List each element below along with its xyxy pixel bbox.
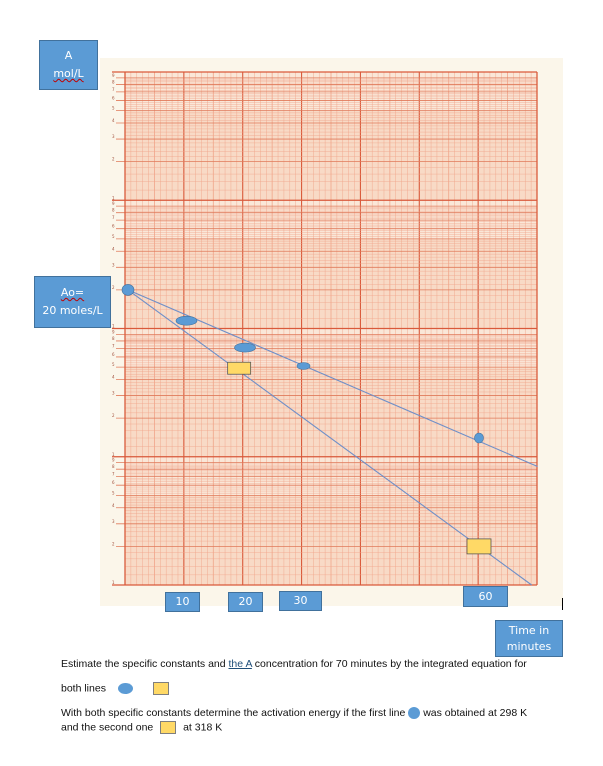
y-axis-label: A mol/L <box>39 40 98 90</box>
svg-text:6: 6 <box>112 352 115 357</box>
x-tick-20: 20 <box>228 592 263 612</box>
svg-text:1: 1 <box>112 324 115 329</box>
svg-text:5: 5 <box>112 234 115 239</box>
x-tick-10: 10 <box>165 592 200 612</box>
x-axis-label: Time in minutes <box>495 620 563 657</box>
yellow-square-icon <box>160 721 177 734</box>
svg-text:2: 2 <box>112 285 115 290</box>
svg-text:7: 7 <box>112 343 115 348</box>
svg-text:4: 4 <box>112 375 115 380</box>
x-tick-60: 60 <box>463 586 508 607</box>
question-1-line-1: Estimate the specific constants and the … <box>61 658 527 670</box>
svg-text:5: 5 <box>112 106 115 111</box>
svg-text:2: 2 <box>112 541 115 546</box>
svg-text:2: 2 <box>112 157 115 162</box>
svg-text:4: 4 <box>112 118 115 123</box>
svg-text:1: 1 <box>112 580 115 585</box>
svg-text:9: 9 <box>112 201 115 206</box>
svg-text:3: 3 <box>112 519 115 524</box>
svg-text:2: 2 <box>112 413 115 418</box>
x-tick-30: 30 <box>279 591 322 611</box>
svg-text:7: 7 <box>112 87 115 92</box>
svg-text:3: 3 <box>112 262 115 267</box>
svg-text:7: 7 <box>112 215 115 220</box>
question-1-line-2: both lines <box>61 682 169 695</box>
svg-text:7: 7 <box>112 472 115 477</box>
svg-text:3: 3 <box>112 391 115 396</box>
svg-text:9: 9 <box>112 329 115 334</box>
svg-text:8: 8 <box>112 79 115 84</box>
svg-text:8: 8 <box>112 464 115 469</box>
yellow-square-icon <box>152 682 169 695</box>
question-2-line-2: and the second one at 318 K <box>61 721 223 734</box>
blue-ellipse-icon <box>117 683 133 694</box>
svg-text:6: 6 <box>112 480 115 485</box>
svg-text:4: 4 <box>112 246 115 251</box>
svg-text:5: 5 <box>112 490 115 495</box>
svg-text:9: 9 <box>112 458 115 463</box>
svg-text:6: 6 <box>112 224 115 229</box>
svg-text:3: 3 <box>112 134 115 139</box>
svg-text:1: 1 <box>112 452 115 457</box>
svg-text:1: 1 <box>112 195 115 200</box>
svg-text:9: 9 <box>112 73 115 78</box>
initial-concentration-label: Ao= 20 moles/L <box>34 276 111 328</box>
text-cursor <box>562 598 563 610</box>
blue-circle-icon <box>408 707 421 720</box>
svg-text:8: 8 <box>112 208 115 213</box>
svg-text:8: 8 <box>112 336 115 341</box>
svg-text:4: 4 <box>112 503 115 508</box>
question-2-line-1: With both specific constants determine t… <box>61 707 528 720</box>
svg-text:5: 5 <box>112 362 115 367</box>
svg-text:6: 6 <box>112 95 115 100</box>
